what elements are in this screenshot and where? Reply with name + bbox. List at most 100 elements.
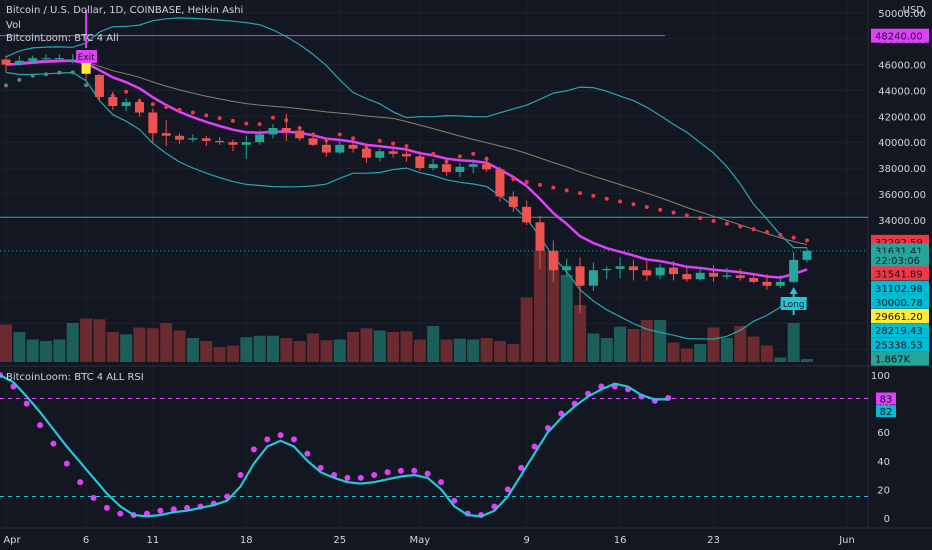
sar-dot (377, 138, 382, 143)
sar-dot (551, 185, 556, 190)
candle-body (1, 59, 11, 65)
indicator-label: BitcoinLoom: BTC 4 All (6, 33, 119, 44)
volume-bar (734, 326, 747, 362)
volume-bar (400, 331, 413, 362)
sar-dot (190, 110, 195, 115)
candle-body (268, 127, 278, 135)
sar-dot (711, 218, 716, 223)
time-tick-label: 9 (523, 535, 529, 546)
volume-bar (66, 323, 79, 362)
price-badge (871, 28, 929, 43)
rsi-dot (103, 504, 110, 511)
candle-body (468, 164, 478, 167)
volume-bar (654, 320, 667, 362)
volume-bar (360, 328, 373, 362)
sar-dot (17, 77, 22, 82)
volume-bar (0, 324, 12, 362)
rsi-dot (397, 467, 404, 474)
sar-dot (524, 180, 529, 185)
volume-bar (680, 348, 693, 362)
sar-dot (764, 230, 769, 235)
time-tick-label: Jun (838, 535, 855, 546)
sar-dot (177, 107, 182, 112)
volume-bar (387, 332, 400, 362)
volume-bar (320, 340, 333, 362)
volume-bar (347, 332, 360, 362)
volume-bar (760, 345, 773, 362)
rsi-dot (304, 450, 311, 457)
price-badge (871, 351, 929, 366)
volume-bar (560, 275, 573, 362)
candle-body (402, 153, 411, 157)
price-tick-label: 46000.00 (878, 61, 926, 72)
sar-dot (257, 122, 262, 127)
volume-bar (13, 332, 26, 362)
time-tick-label: May (410, 535, 431, 546)
volume-bar (614, 326, 627, 362)
exit-marker-label: Exit (78, 53, 96, 63)
volume-bar (106, 332, 119, 362)
price-badge-label: 29661.20 (875, 312, 923, 323)
sar-dot (511, 177, 516, 182)
symbol-title: Bitcoin / U.S. Dollar, 1D, COINBASE, Hei… (6, 5, 244, 16)
candle-body (735, 275, 745, 278)
sar-dot (618, 199, 623, 204)
sar-dot (698, 216, 703, 221)
volume-bar (453, 338, 466, 362)
candle-body (669, 267, 678, 275)
price-badge-label: 31631.41 (875, 246, 923, 257)
time-tick-label: 16 (614, 535, 627, 546)
rsi-tick-label: 20 (877, 485, 890, 496)
rsi-dot (344, 474, 351, 481)
sar-dot (578, 191, 583, 196)
candle-body (802, 250, 812, 260)
volume-bar (280, 338, 293, 362)
price-badge-label: 48240.00 (875, 32, 923, 43)
price-badge (871, 266, 929, 281)
price-tick-label: 40000.00 (878, 138, 926, 149)
rsi-indicator-label: BitcoinLoom: BTC 4 ALL RSI (6, 372, 144, 383)
volume-bar (427, 326, 440, 362)
candle-body (281, 127, 291, 131)
volume-bar (774, 357, 787, 362)
rsi-dot (558, 410, 565, 417)
lower-band (5, 71, 807, 340)
sar-dot (805, 238, 809, 243)
rsi-dot (277, 432, 284, 439)
volume-bar (467, 339, 480, 362)
price-badge-label: 31541.89 (875, 269, 923, 280)
candle-body (175, 135, 185, 140)
sar-dot (164, 104, 169, 109)
candle-body (575, 266, 585, 286)
rsi-dot (384, 469, 391, 476)
candle-body (588, 270, 598, 286)
volume-bar (160, 323, 173, 362)
rsi-dot (264, 436, 271, 443)
candle-body (361, 148, 371, 158)
time-tick-label: 11 (146, 535, 159, 546)
price-tick-label: 50000.00 (878, 9, 926, 20)
volume-bar (493, 341, 506, 362)
rsi-dot (371, 472, 378, 479)
volume-bar (26, 339, 39, 362)
rsi-dot (424, 470, 431, 477)
volume-bar (226, 345, 239, 362)
sar-dot (124, 89, 129, 94)
price-badge-label: 22:03:06 (875, 256, 920, 267)
candle-body (775, 281, 785, 286)
price-tick-label: 36000.00 (878, 190, 926, 201)
sar-dot (751, 227, 756, 232)
candle-body (161, 133, 171, 136)
volume-bar (694, 344, 707, 362)
price-badge (871, 253, 929, 268)
candle-body (548, 250, 558, 271)
time-tick-label: 18 (240, 535, 253, 546)
sar-dot (538, 182, 542, 187)
candle-body (188, 138, 198, 140)
time-tick-label: 6 (83, 535, 89, 546)
candle-body (308, 138, 318, 145)
rsi-dot (90, 494, 97, 501)
volume-bar (333, 339, 346, 362)
sar-dot (457, 154, 462, 159)
